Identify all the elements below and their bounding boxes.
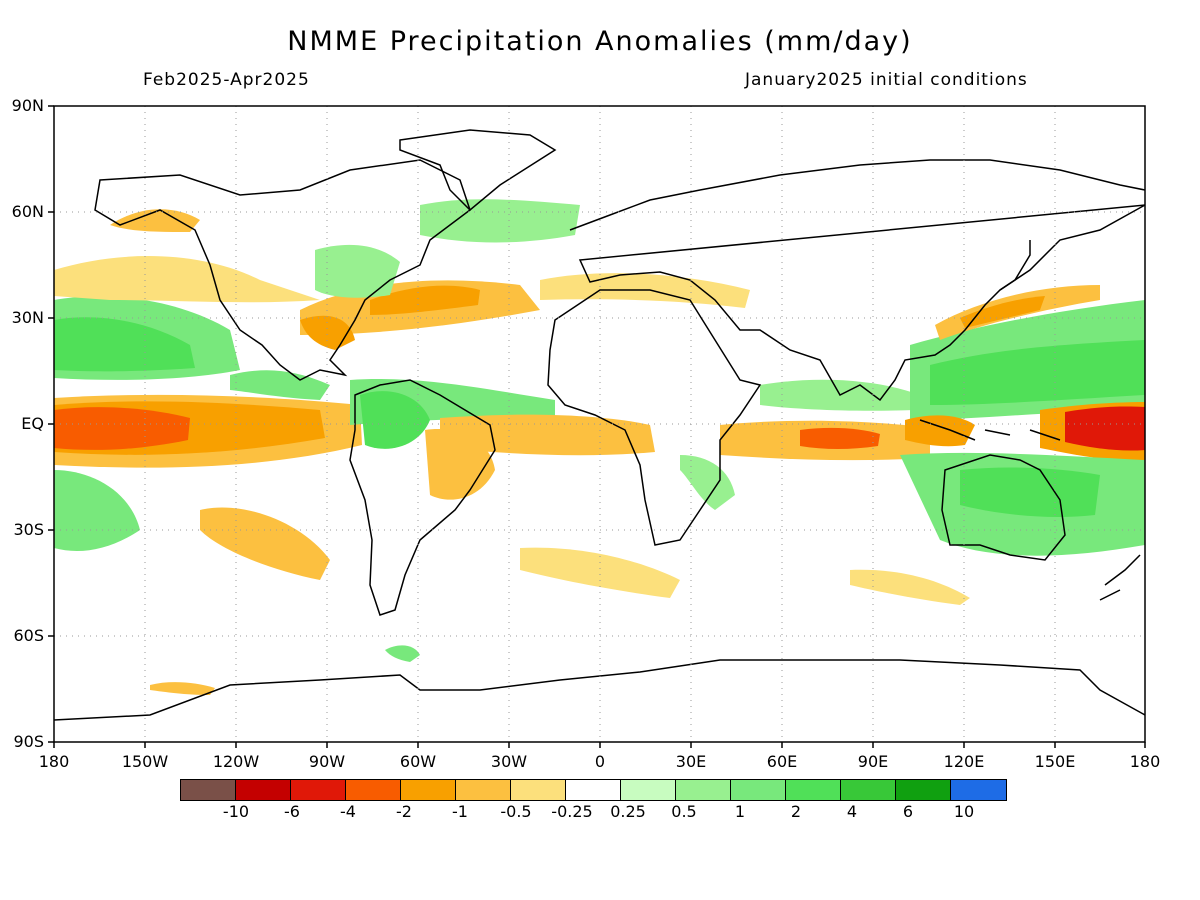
anomaly-dry-north-pacific xyxy=(54,256,320,303)
lon-label-30w: 30W xyxy=(490,752,528,771)
colorbar-swatch xyxy=(786,780,841,800)
anomaly-wet-north-atlantic xyxy=(420,199,580,243)
colorbar-label: 6 xyxy=(902,802,914,821)
anomaly-dry-canada-alaska xyxy=(110,209,200,232)
anomaly-wet-south-pacific xyxy=(54,470,140,551)
anomaly-wet-north-pacific-core xyxy=(54,317,195,372)
south-america-coastline xyxy=(349,379,496,616)
africa-coastline xyxy=(547,289,762,546)
gridlines xyxy=(54,106,1145,742)
colorbar-swatch xyxy=(621,780,676,800)
indonesia-coastline xyxy=(919,419,1061,441)
colorbar-swatch xyxy=(346,780,401,800)
anomaly-dry-eq-atlantic xyxy=(440,414,655,456)
lat-label-60s: 60S xyxy=(13,626,44,645)
initial-conditions-label: January2025 initial conditions xyxy=(745,70,1028,90)
anomaly-wet-canada xyxy=(315,244,400,298)
chart-title: NMME Precipitation Anomalies (mm/day) xyxy=(287,26,913,57)
anomaly-dry-gulf-mexico xyxy=(300,315,355,350)
anomaly-wet-east-africa xyxy=(680,455,735,510)
anomaly-dry-eq-pacific-core xyxy=(54,407,190,450)
lat-label-90s: 90S xyxy=(13,732,44,751)
lon-label-90e: 90E xyxy=(857,752,889,771)
colorbar-swatch xyxy=(291,780,346,800)
lon-label-150e: 150E xyxy=(1034,752,1076,771)
colorbar-swatch xyxy=(676,780,731,800)
colorbar-label: -6 xyxy=(284,802,300,821)
lon-label-150w: 150W xyxy=(121,752,169,771)
colorbar-swatch xyxy=(566,780,621,800)
lon-label-0: 0 xyxy=(594,752,606,771)
anomaly-dry-south-pacific xyxy=(200,507,330,580)
colorbar-label: 4 xyxy=(846,802,858,821)
new-zealand-coastline xyxy=(1099,554,1141,601)
colorbar-label: 2 xyxy=(790,802,802,821)
anomaly-wet-australia-core xyxy=(960,467,1100,517)
colorbar-swatch xyxy=(951,780,1006,800)
colorbar-label: 1 xyxy=(734,802,746,821)
anomaly-wet-west-pacific-core xyxy=(930,340,1145,405)
colorbar-swatch xyxy=(181,780,236,800)
anomaly-dry-south-indian-ocean xyxy=(850,569,970,605)
lon-label-120w: 120W xyxy=(212,752,260,771)
forecast-period: Feb2025-Apr2025 xyxy=(143,70,310,90)
colorbar-label: -1 xyxy=(452,802,468,821)
anomaly-dry-eq-indian-ocean-core xyxy=(800,427,880,449)
colorbar-label: 0.5 xyxy=(671,802,697,821)
greenland-coastline xyxy=(399,129,557,212)
colorbar-label: -0.5 xyxy=(500,802,532,821)
lon-label-180-west: 180 xyxy=(38,752,70,771)
anomaly-dry-west-pacific-eq-core xyxy=(1065,406,1145,451)
anomaly-dry-antarctic xyxy=(150,682,215,695)
lat-label-30s: 30S xyxy=(13,520,44,539)
colorbar-swatch xyxy=(236,780,291,800)
axis-ticks xyxy=(48,105,1146,748)
colorbar-swatch xyxy=(511,780,566,800)
colorbar-label: -0.25 xyxy=(551,802,593,821)
colorbar-swatch xyxy=(731,780,786,800)
anomaly-dry-maritime-continent xyxy=(905,415,975,447)
colorbar-label: 10 xyxy=(953,802,975,821)
japan-coastline xyxy=(999,240,1031,291)
colorbar-swatch xyxy=(456,780,511,800)
anomaly-dry-south-atlantic xyxy=(520,547,680,598)
colorbar xyxy=(180,779,1007,801)
lat-label-90n: 90N xyxy=(11,96,44,115)
colorbar-label: 0.25 xyxy=(610,802,646,821)
anomaly-dry-japan-core xyxy=(960,296,1045,328)
colorbar-swatch xyxy=(896,780,951,800)
australia-coastline xyxy=(941,454,1066,561)
lon-label-60w: 60W xyxy=(399,752,437,771)
lat-label-eq: EQ xyxy=(21,414,44,433)
anomaly-dry-north-atlantic-core xyxy=(370,285,480,315)
colorbar-label: -4 xyxy=(340,802,356,821)
lat-label-60n: 60N xyxy=(11,202,44,221)
anomaly-wet-antarctic-peninsula xyxy=(385,645,420,662)
lon-label-90w: 90W xyxy=(308,752,346,771)
colorbar-swatch xyxy=(401,780,456,800)
lon-label-180-east: 180 xyxy=(1129,752,1161,771)
lon-label-30e: 30E xyxy=(675,752,707,771)
colorbar-swatch xyxy=(841,780,896,800)
anomaly-wet-amazon xyxy=(360,391,430,449)
colorbar-label: -10 xyxy=(222,802,250,821)
north-america-coastline xyxy=(94,159,471,381)
lat-label-30n: 30N xyxy=(11,308,44,327)
lon-label-60e: 60E xyxy=(766,752,798,771)
lon-label-120e: 120E xyxy=(943,752,985,771)
colorbar-label: -2 xyxy=(396,802,412,821)
